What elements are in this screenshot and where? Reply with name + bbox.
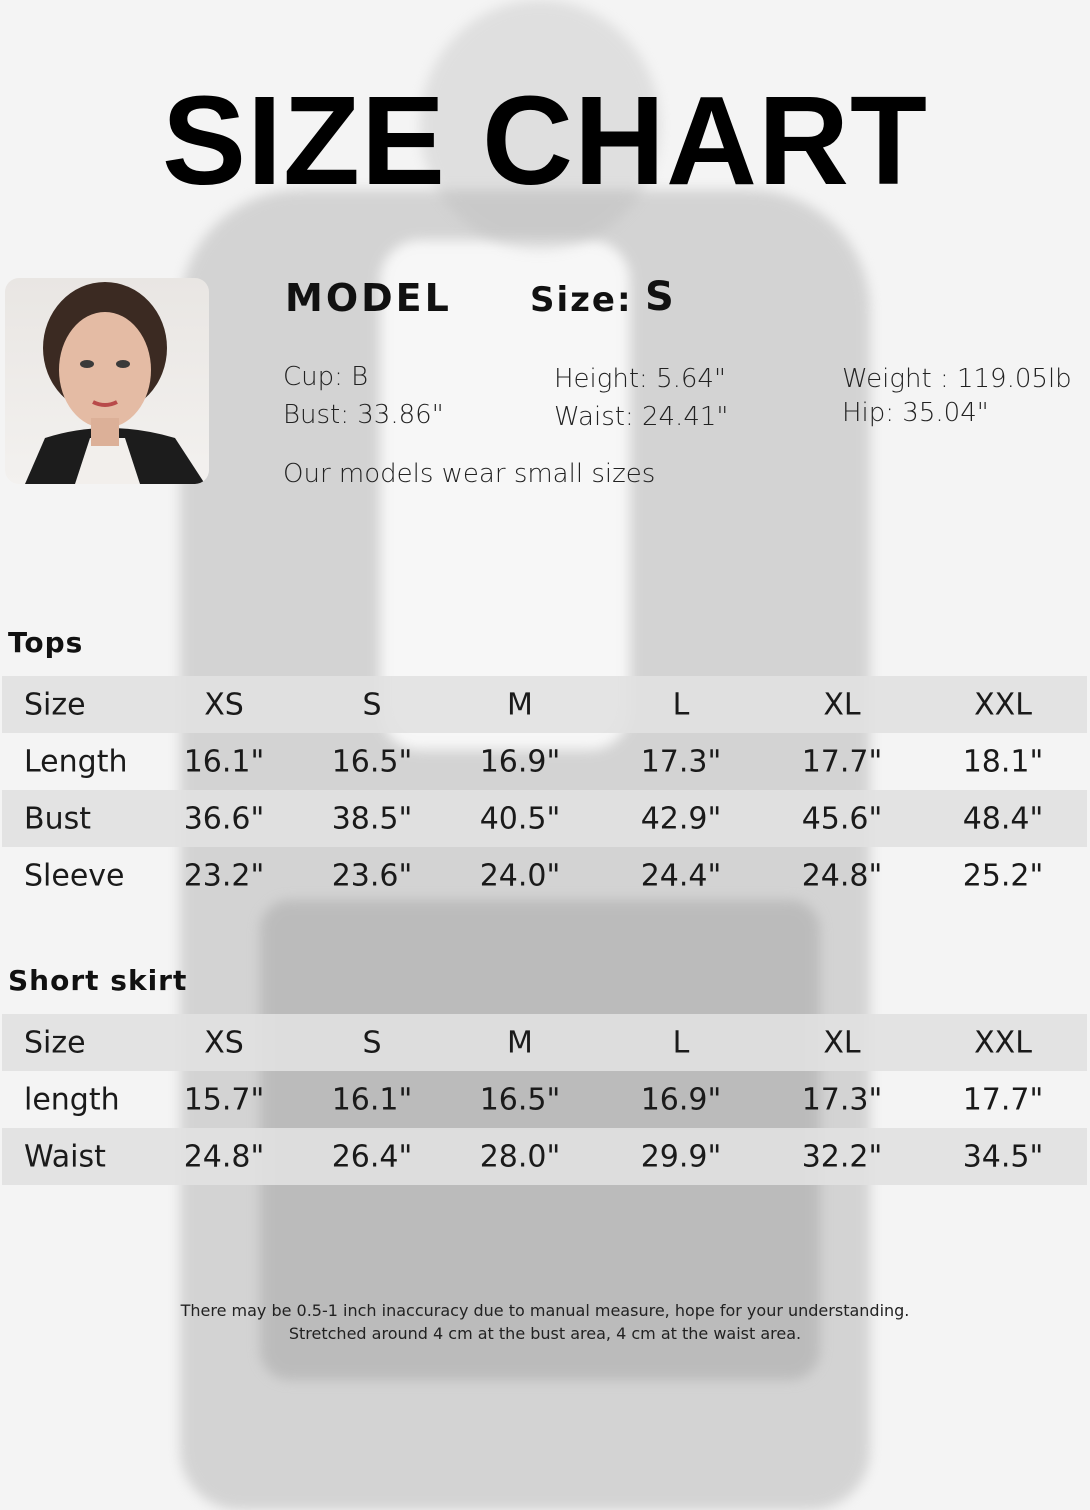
table-cell: 15.7" xyxy=(183,1082,265,1117)
table-row: Sleeve 23.2" 23.6" 24.0" 24.4" 24.8" 25.… xyxy=(2,847,1087,904)
model-waist: Waist: 24.41" xyxy=(554,402,729,432)
table-cell: 23.2" xyxy=(183,858,265,893)
model-photo xyxy=(5,278,209,484)
model-bust: Bust: 33.86" xyxy=(283,400,444,430)
header-cell: XXL xyxy=(974,687,1032,722)
table-cell: 17.3" xyxy=(640,744,722,779)
table-cell: 45.6" xyxy=(801,801,883,836)
header-cell: XL xyxy=(823,687,861,722)
table-row: Bust 36.6" 38.5" 40.5" 42.9" 45.6" 48.4" xyxy=(2,790,1087,847)
header-cell: XS xyxy=(204,1025,244,1060)
table-cell: 18.1" xyxy=(962,744,1044,779)
table-cell: 40.5" xyxy=(479,801,561,836)
table-cell: 16.1" xyxy=(331,1082,413,1117)
table-cell: 23.6" xyxy=(331,858,413,893)
model-heading: MODEL xyxy=(285,276,452,320)
table-cell: 48.4" xyxy=(962,801,1044,836)
model-hip: Hip: 35.04" xyxy=(842,398,989,428)
table-cell: 16.9" xyxy=(640,1082,722,1117)
table-cell: 24.4" xyxy=(640,858,722,893)
model-size-value: S xyxy=(645,274,677,320)
model-weight: Weight : 119.05lb xyxy=(842,364,1072,394)
skirt-table: Size XS S M L XL XXL length 15.7" 16.1" … xyxy=(2,1014,1087,1185)
table-cell: 17.3" xyxy=(801,1082,883,1117)
model-note: Our models wear small sizes xyxy=(283,459,656,489)
table-cell: 29.9" xyxy=(640,1139,722,1174)
header-cell: S xyxy=(362,687,382,722)
table-cell: 16.5" xyxy=(331,744,413,779)
table-cell: 16.9" xyxy=(479,744,561,779)
row-label: Sleeve xyxy=(24,858,125,893)
table-cell: 34.5" xyxy=(962,1139,1044,1174)
tops-table: Size XS S M L XL XXL Length 16.1" 16.5" … xyxy=(2,676,1087,904)
footnote-line-1: There may be 0.5-1 inch inaccuracy due t… xyxy=(180,1301,910,1320)
model-size-label: Size: xyxy=(530,280,633,320)
page-title: SIZE CHART xyxy=(162,70,928,211)
table-cell: 16.5" xyxy=(479,1082,561,1117)
header-cell: M xyxy=(507,1025,533,1060)
model-height: Height: 5.64" xyxy=(554,364,726,394)
table-header-row: Size XS S M L XL XXL xyxy=(2,676,1087,733)
table-cell: 26.4" xyxy=(331,1139,413,1174)
header-cell: S xyxy=(362,1025,382,1060)
table-cell: 17.7" xyxy=(801,744,883,779)
table-cell: 24.8" xyxy=(801,858,883,893)
table-cell: 28.0" xyxy=(479,1139,561,1174)
row-label: Waist xyxy=(24,1139,106,1174)
table-row: length 15.7" 16.1" 16.5" 16.9" 17.3" 17.… xyxy=(2,1071,1087,1128)
skirt-heading: Short skirt xyxy=(8,964,188,997)
table-header-row: Size XS S M L XL XXL xyxy=(2,1014,1087,1071)
table-cell: 17.7" xyxy=(962,1082,1044,1117)
row-label: length xyxy=(24,1082,120,1117)
header-cell: XS xyxy=(204,687,244,722)
tops-heading: Tops xyxy=(8,626,84,659)
table-cell: 16.1" xyxy=(183,744,265,779)
footnote-line-2: Stretched around 4 cm at the bust area, … xyxy=(288,1324,802,1343)
table-cell: 42.9" xyxy=(640,801,722,836)
header-cell: L xyxy=(672,687,690,722)
header-cell: XXL xyxy=(974,1025,1032,1060)
table-cell: 24.8" xyxy=(183,1139,265,1174)
table-row: Length 16.1" 16.5" 16.9" 17.3" 17.7" 18.… xyxy=(2,733,1087,790)
header-cell: M xyxy=(507,687,533,722)
header-cell: Size xyxy=(24,687,86,722)
header-cell: Size xyxy=(24,1025,86,1060)
table-cell: 24.0" xyxy=(479,858,561,893)
table-cell: 25.2" xyxy=(962,858,1044,893)
model-cup: Cup: B xyxy=(283,362,369,392)
table-row: Waist 24.8" 26.4" 28.0" 29.9" 32.2" 34.5… xyxy=(2,1128,1087,1185)
table-cell: 32.2" xyxy=(801,1139,883,1174)
row-label: Bust xyxy=(24,801,91,836)
table-cell: 38.5" xyxy=(331,801,413,836)
header-cell: L xyxy=(672,1025,690,1060)
header-cell: XL xyxy=(823,1025,861,1060)
row-label: Length xyxy=(24,744,128,779)
table-cell: 36.6" xyxy=(183,801,265,836)
